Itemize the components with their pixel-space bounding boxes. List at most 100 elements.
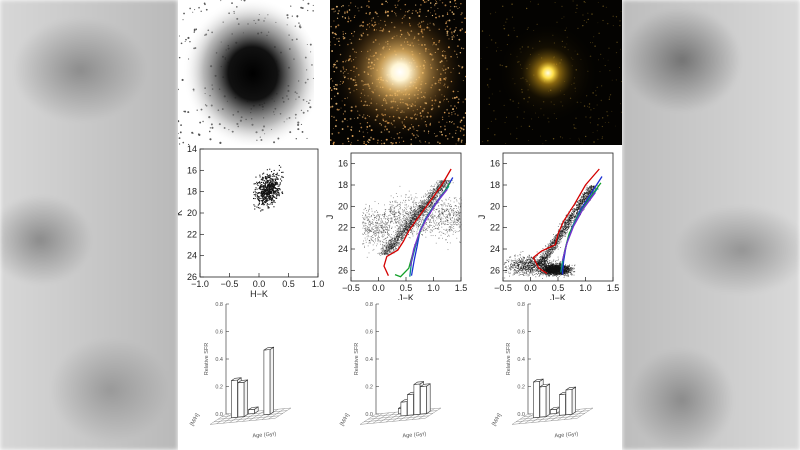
x-tick-label: 1.0 [312, 279, 325, 289]
y-tick-label: 20 [338, 201, 348, 211]
y-tick-label: 22 [187, 229, 197, 239]
floor-grid-line [518, 413, 535, 424]
z-tick-label: 0.6 [517, 330, 525, 336]
floor-grid-line [511, 413, 529, 425]
x-axis-label: Age (Gyr) [554, 431, 578, 439]
y-axis-label: J [325, 215, 335, 220]
y-tick-label: 16 [338, 159, 348, 169]
cmd-row: −1.0 −0.5 0.0 0.5 1.0 14 16 18 20 22 24 26 H−K K −0.5… [178, 145, 619, 300]
z-tick-label: 0.0 [215, 412, 223, 418]
y-tick-label: 18 [338, 180, 348, 190]
x-tick-label: −0.5 [221, 279, 239, 289]
x-tick-label: −0.5 [494, 283, 512, 293]
y-tick-label: 18 [187, 187, 197, 197]
z-tick-label: 0.2 [517, 385, 525, 391]
isochrone-line-2 [410, 177, 454, 276]
left-background-band [0, 0, 178, 450]
y-axis-label: J [477, 215, 487, 220]
isochrone-line-1 [383, 168, 452, 276]
y-tick-label: 16 [187, 165, 197, 175]
z-tick-label: 0.2 [365, 385, 373, 391]
z-tick-label: 0.8 [215, 302, 223, 308]
y-tick-label: 18 [490, 180, 500, 190]
cmd-points [503, 185, 599, 279]
z-tick-label: 0.0 [365, 412, 373, 418]
floor-grid-line [268, 408, 285, 420]
y-tick-label: 22 [338, 223, 348, 233]
sfh-2-plot: 0.0 0.2 0.4 0.6 0.8 Relative SFR Age (Gyr) [M/H… [339, 302, 442, 439]
cmd-points [252, 164, 284, 212]
sfr-bar-6 [420, 383, 431, 415]
y-tick-label: 26 [338, 265, 348, 275]
floor-grid-line [576, 407, 594, 419]
sfr-bar-1 [550, 406, 561, 415]
galaxy-negative-image [178, 0, 314, 145]
z-axis-label: Relative SFR [506, 343, 512, 375]
z-tick-label: 0.0 [517, 412, 525, 418]
y-axis-label: [M/H] [491, 412, 503, 427]
y-tick-label: 20 [490, 201, 500, 211]
cluster-color-image-wide [330, 0, 466, 145]
y-axis-label: [M/H] [339, 412, 351, 427]
x-axis-label: Age (Gyr) [252, 431, 276, 439]
floor-grid-line [366, 413, 383, 424]
z-tick-label: 0.2 [215, 385, 223, 391]
figure-panel: −1.0 −0.5 0.0 0.5 1.0 14 16 18 20 22 24 26 H−K K −0.5… [178, 0, 622, 450]
floor-grid-line [424, 407, 442, 419]
isochrone-line-5 [561, 192, 596, 261]
z-tick-label: 0.4 [365, 357, 373, 363]
floor-grid-line [379, 412, 396, 423]
y-tick-label: 26 [187, 272, 197, 282]
sfr-bar-1 [248, 406, 259, 415]
floor-grid-line [359, 413, 377, 425]
cmd-3-plot: −0.5 0.0 0.5 1.0 1.5 16 18 20 22 24 26 J−K J [477, 152, 619, 300]
y-tick-label: 20 [187, 208, 197, 218]
x-tick-label: 1.0 [427, 283, 440, 293]
sfr-bar-3 [237, 379, 248, 418]
sfr-bar-5 [565, 386, 577, 416]
plot-frame [199, 148, 319, 278]
floor-grid-line [274, 407, 292, 419]
sfh-1-plot: 0.0 0.2 0.4 0.6 0.8 Relative SFR Age (Gyr) [M/H… [189, 302, 292, 439]
sfh-row: 0.0 0.2 0.4 0.6 0.8 Relative SFR Age (Gyr) [M/H… [189, 302, 594, 439]
sfr-bar-4 [263, 346, 274, 416]
z-axis-label: Relative SFR [354, 343, 360, 375]
x-tick-label: 0.5 [552, 283, 565, 293]
floor-grid-line [570, 408, 587, 420]
z-tick-label: 0.6 [215, 330, 223, 336]
z-tick-label: 0.6 [365, 330, 373, 336]
x-tick-label: 1.5 [455, 283, 468, 293]
x-tick-label: −1.0 [191, 279, 209, 289]
y-axis-label: K [178, 210, 184, 216]
x-tick-label: 0.0 [524, 283, 537, 293]
x-tick-label: −0.5 [342, 283, 360, 293]
floor-grid-line [209, 413, 227, 425]
x-axis-label: J−K [398, 293, 414, 300]
cmd-2-plot: −0.5 0.0 0.5 1.0 1.5 16 18 20 22 24 26 J−K J [325, 152, 468, 300]
isochrone-line-1 [532, 168, 600, 275]
y-tick-label: 24 [490, 244, 500, 254]
isochrone-line-3 [560, 182, 602, 269]
cmd-points [362, 179, 462, 258]
image-row [178, 0, 622, 145]
y-axis-label: [M/H] [189, 412, 201, 427]
x-axis-label: J−K [550, 293, 566, 300]
y-tick-label: 14 [187, 145, 197, 154]
y-tick-label: 26 [490, 265, 500, 275]
y-tick-label: 22 [490, 223, 500, 233]
floor-grid-line [216, 413, 233, 424]
x-tick-label: 0.5 [400, 283, 413, 293]
x-axis-label: H−K [250, 289, 268, 299]
z-tick-label: 0.8 [365, 302, 373, 308]
z-tick-label: 0.4 [517, 357, 525, 363]
right-background-band [622, 0, 800, 450]
cluster-color-image-compact [480, 0, 622, 145]
z-tick-label: 0.4 [215, 357, 223, 363]
z-tick-label: 0.8 [517, 302, 525, 308]
x-axis-label: Age (Gyr) [402, 431, 426, 439]
x-tick-label: 1.0 [579, 283, 592, 293]
cmd-1-plot: −1.0 −0.5 0.0 0.5 1.0 14 16 18 20 22 24 26 H−K K [178, 145, 324, 299]
x-tick-label: 0.5 [282, 279, 295, 289]
floor-grid-line [372, 412, 390, 424]
sfr-bar-3 [539, 383, 551, 418]
